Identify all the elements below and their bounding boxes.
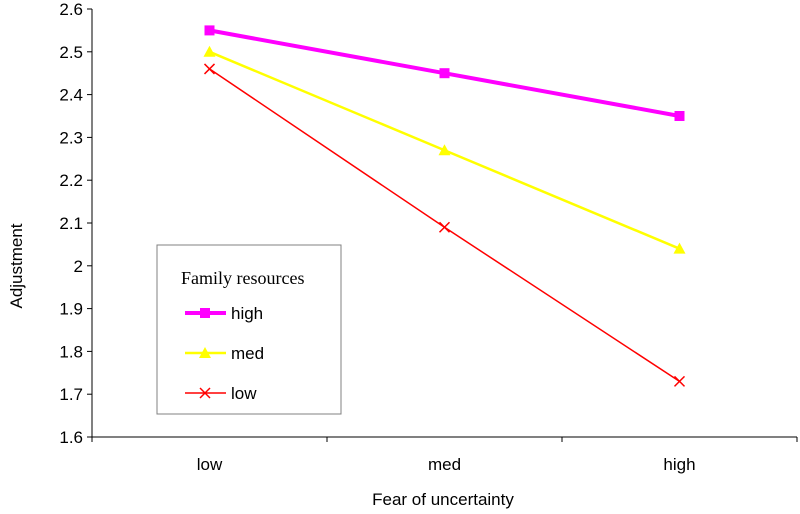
data-point-high: [439, 68, 450, 79]
x-tick-label: high: [663, 455, 695, 474]
series-high: [204, 25, 685, 121]
data-point-med: [203, 45, 216, 57]
series-layer: [203, 25, 686, 387]
series-med: [203, 45, 686, 254]
legend-marker: [200, 308, 210, 318]
x-tick-label: low: [197, 455, 223, 474]
legend-item-low: low: [185, 384, 257, 403]
data-point-low: [438, 221, 451, 233]
legend-label: med: [231, 344, 264, 363]
x-axis-title: Fear of uncertainty: [372, 490, 514, 509]
legend-marker: [199, 387, 211, 399]
data-point-low: [673, 375, 686, 387]
y-tick-label: 2.2: [59, 171, 83, 190]
y-tick-label: 2.4: [59, 86, 83, 105]
y-tick-label: 2: [74, 257, 83, 276]
legend-label: high: [231, 304, 263, 323]
data-point-low: [203, 63, 216, 75]
data-point-high: [674, 111, 685, 121]
legend-label: low: [231, 384, 257, 403]
y-tick-label: 1.6: [59, 428, 83, 447]
legend-box: [156, 244, 342, 415]
legend-items: high med low: [185, 304, 264, 403]
legend-marker: [199, 347, 211, 358]
series-low: [203, 63, 686, 387]
data-point-high: [204, 25, 215, 36]
y-tick-label: 2.1: [59, 214, 83, 233]
y-tick-label: 1.7: [59, 385, 83, 404]
y-axis-title: Adjustment: [7, 223, 26, 308]
legend: Family resources high med low: [156, 244, 342, 415]
data-point-med: [438, 144, 451, 156]
x-tick-label: med: [428, 455, 461, 474]
data-point-med: [673, 242, 686, 254]
y-tick-label: 2.3: [59, 128, 83, 147]
legend-item-med: med: [185, 344, 264, 363]
y-tick-label: 2.6: [59, 0, 83, 19]
y-tick-label: 1.9: [59, 300, 83, 319]
axes: [87, 8, 798, 442]
legend-title: Family resources: [181, 268, 304, 288]
y-tick-label: 2.5: [59, 43, 83, 62]
legend-item-high: high: [185, 304, 263, 323]
y-tick-label: 1.8: [59, 342, 83, 361]
